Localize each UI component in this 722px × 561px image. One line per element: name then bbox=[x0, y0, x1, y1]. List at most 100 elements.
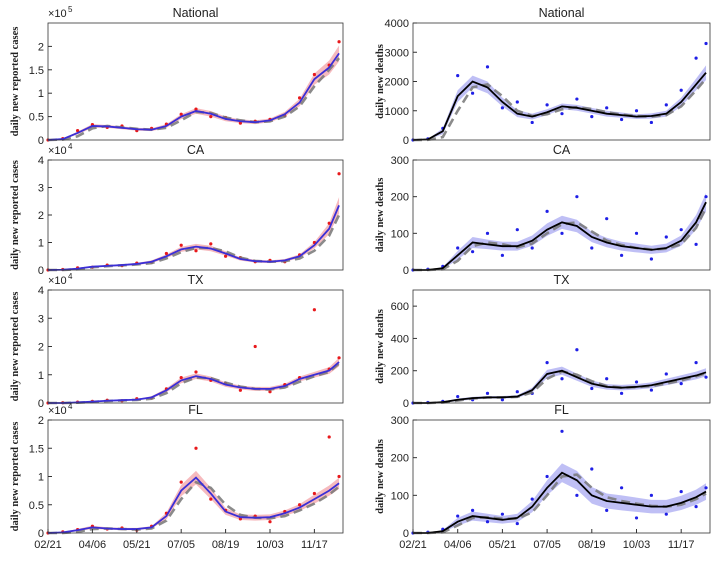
y-scale-exponent: 4 bbox=[68, 142, 73, 151]
panel-title: CA bbox=[553, 143, 571, 157]
fitted-curve bbox=[413, 201, 707, 271]
confidence-band bbox=[413, 193, 707, 270]
data-point bbox=[634, 516, 639, 520]
data-point bbox=[312, 72, 316, 77]
data-point bbox=[500, 512, 504, 516]
plot-frame bbox=[412, 289, 711, 404]
data-point bbox=[679, 228, 683, 232]
data-point bbox=[694, 56, 698, 60]
x-tick-label: 11/17 bbox=[668, 539, 695, 551]
x-tick-label: 05/21 bbox=[489, 539, 517, 551]
y-scale-base: ×10 bbox=[48, 145, 67, 157]
data-point bbox=[590, 115, 594, 119]
data-point bbox=[500, 398, 504, 402]
fitted-curve bbox=[47, 205, 340, 271]
x-tick-label: 10/03 bbox=[623, 539, 651, 551]
data-point bbox=[590, 386, 594, 391]
data-point bbox=[194, 249, 198, 253]
y-axis-label: daily new deaths bbox=[375, 178, 386, 253]
plot-frame bbox=[412, 419, 711, 534]
y-axis-label: daily new reported cases bbox=[10, 422, 21, 532]
data-point bbox=[337, 172, 341, 176]
data-point bbox=[530, 120, 534, 125]
y-tick-label: 3 bbox=[38, 183, 44, 195]
y-tick-label: 4000 bbox=[385, 18, 409, 30]
data-point bbox=[575, 97, 579, 101]
fitted-curve bbox=[413, 369, 707, 404]
y-tick-label: 200 bbox=[391, 192, 409, 204]
data-point bbox=[327, 221, 331, 225]
plot-frame bbox=[47, 159, 344, 271]
fitted-curve bbox=[413, 471, 707, 534]
data-point bbox=[485, 231, 490, 235]
panel-title: CA bbox=[187, 143, 205, 157]
y-tick-label: 600 bbox=[391, 301, 409, 313]
data-point bbox=[337, 474, 341, 479]
data-point bbox=[268, 520, 272, 524]
panel-title: National bbox=[539, 6, 585, 20]
y-tick-label: 200 bbox=[391, 453, 409, 465]
data-point bbox=[704, 41, 708, 46]
x-tick-label: 04/06 bbox=[79, 539, 107, 551]
x-tick-label: 05/21 bbox=[123, 539, 151, 551]
data-point bbox=[179, 112, 183, 116]
y-tick-label: 100 bbox=[391, 490, 409, 502]
data-point bbox=[575, 348, 579, 352]
data-point bbox=[560, 231, 564, 235]
data-point bbox=[179, 243, 183, 247]
data-point bbox=[297, 96, 302, 100]
data-point bbox=[238, 388, 242, 392]
data-point bbox=[545, 103, 549, 107]
y-tick-label: 3 bbox=[38, 313, 44, 325]
plot-frame bbox=[47, 289, 344, 404]
data-point bbox=[590, 467, 594, 471]
data-point bbox=[704, 486, 708, 490]
data-point bbox=[590, 246, 594, 250]
data-point bbox=[545, 209, 549, 213]
plot-frame bbox=[47, 22, 344, 141]
data-point bbox=[515, 390, 519, 394]
data-point bbox=[619, 391, 624, 395]
y-tick-label: 1 bbox=[38, 472, 44, 484]
data-point bbox=[704, 195, 708, 199]
model-curve-dashed bbox=[47, 57, 341, 142]
data-point bbox=[545, 474, 549, 479]
data-point bbox=[470, 91, 475, 95]
data-point bbox=[649, 257, 653, 261]
panel: National daily new reported cases ×10 5 0 0.5… bbox=[10, 5, 344, 147]
y-scale-base: ×10 bbox=[48, 8, 67, 20]
data-point bbox=[337, 40, 341, 44]
data-point bbox=[456, 514, 460, 518]
data-point bbox=[297, 503, 302, 507]
panel: TX daily new deaths 0 200 400 600 bbox=[375, 273, 711, 410]
data-point bbox=[327, 435, 331, 439]
x-tick-label: 08/19 bbox=[578, 539, 606, 551]
data-point bbox=[649, 493, 653, 497]
y-axis-label: daily new reported cases bbox=[10, 160, 21, 270]
y-scale-exponent: 4 bbox=[68, 272, 73, 281]
y-scale-base: ×10 bbox=[48, 405, 67, 417]
fitted-curve bbox=[48, 361, 340, 404]
data-point bbox=[456, 394, 460, 399]
data-point bbox=[530, 246, 534, 250]
fitted-curve bbox=[47, 476, 340, 534]
y-axis-label: daily new reported cases bbox=[10, 292, 21, 402]
y-tick-label: 2 bbox=[38, 342, 44, 354]
y-tick-label: 4 bbox=[38, 285, 44, 297]
data-point bbox=[679, 489, 683, 494]
data-point bbox=[619, 117, 624, 122]
plot-frame bbox=[412, 22, 711, 141]
y-tick-label: 1 bbox=[38, 88, 44, 100]
y-tick-label: 0 bbox=[403, 135, 409, 147]
data-point bbox=[694, 361, 698, 365]
data-point bbox=[456, 74, 460, 78]
data-point bbox=[679, 88, 683, 92]
data-point bbox=[694, 505, 698, 509]
data-point bbox=[634, 231, 639, 235]
data-point bbox=[704, 375, 708, 379]
data-point bbox=[179, 480, 183, 484]
data-point bbox=[456, 246, 460, 250]
